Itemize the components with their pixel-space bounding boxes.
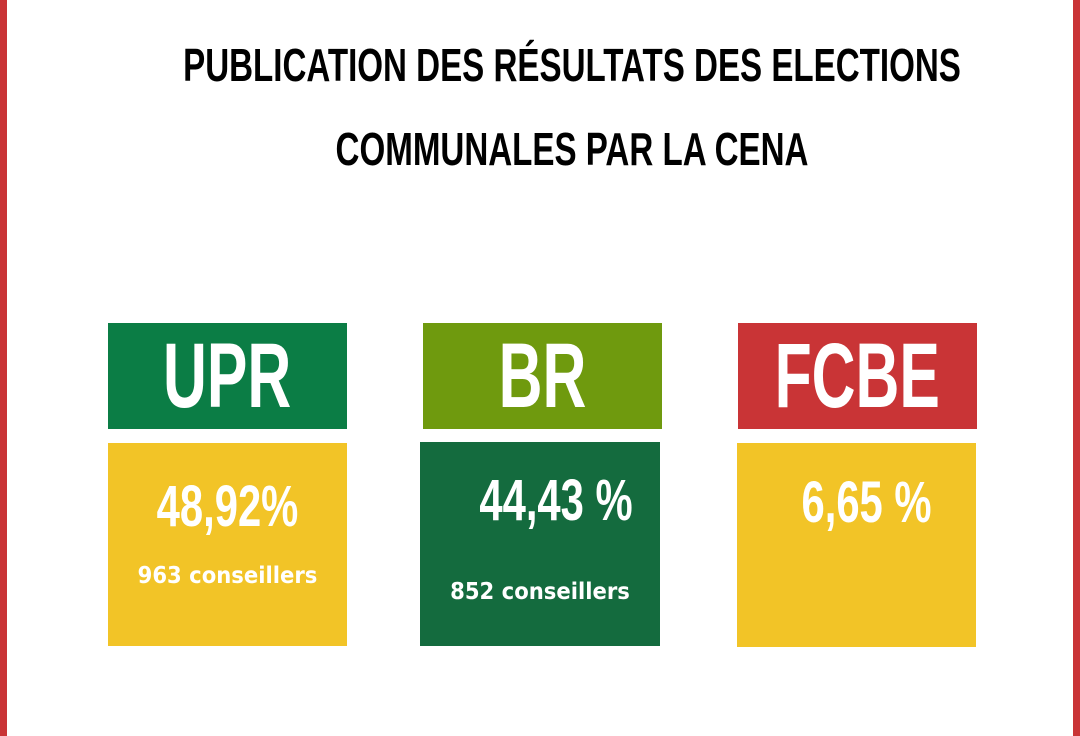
- party-name: BR: [498, 324, 587, 427]
- party-header-upr: UPR: [108, 323, 347, 429]
- party-result-upr: 48,92% 963 conseillers: [108, 443, 347, 646]
- party-header-br: BR: [423, 323, 662, 429]
- party-result-br: 44,43 % 852 conseillers: [420, 442, 660, 646]
- title-line-1: PUBLICATION DES RÉSULTATS DES ELECTIONS: [183, 39, 961, 91]
- party-seats: 852 conseillers: [450, 579, 630, 605]
- right-border: [1073, 0, 1080, 736]
- party-name: UPR: [163, 324, 292, 427]
- party-result-fcbe: 6,65 %: [737, 443, 976, 647]
- party-name: FCBE: [774, 324, 941, 427]
- party-header-fcbe: FCBE: [738, 323, 977, 429]
- party-percent: 48,92%: [156, 474, 299, 539]
- party-seats: 963 conseillers: [137, 563, 318, 589]
- party-percent: 6,65 %: [801, 470, 932, 535]
- left-border: [0, 0, 7, 736]
- party-percent: 44,43 %: [479, 468, 633, 533]
- title-line-2: COMMUNALES PAR LA CENA: [335, 123, 809, 175]
